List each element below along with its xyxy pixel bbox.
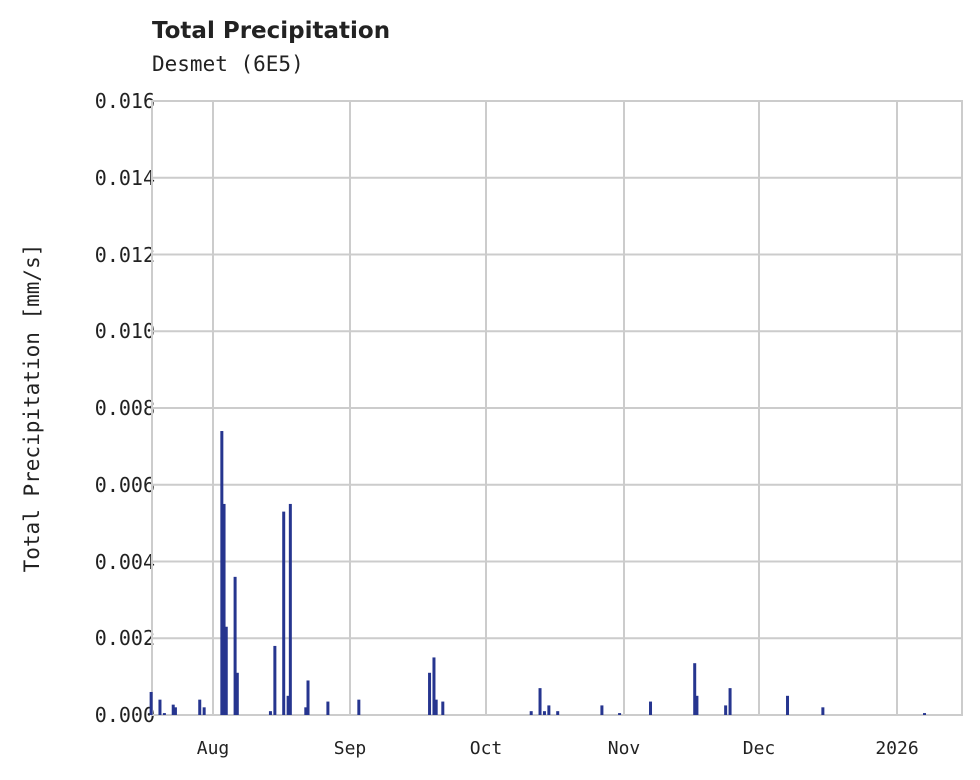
precip-bar [618, 713, 622, 715]
precip-bar [304, 707, 308, 715]
precip-bar [173, 707, 177, 715]
precip-bar [286, 695, 290, 715]
precip-bar [695, 695, 699, 715]
precip-bar [441, 701, 445, 715]
precip-bar [728, 688, 732, 715]
y-tick-label: 0.010 [94, 319, 155, 344]
y-tick-label: 0.012 [94, 242, 155, 267]
chart-subtitle: Desmet (6E5) [152, 52, 304, 76]
precip-bar [162, 713, 166, 715]
precip-bar [268, 711, 272, 715]
precip-bar [202, 707, 206, 715]
x-tick-label: Nov [607, 738, 641, 759]
y-tick-label: 0.016 [94, 89, 155, 113]
precip-bar [233, 576, 237, 715]
precip-bar [224, 626, 228, 715]
precip-bar [171, 704, 175, 715]
precip-bar [149, 691, 153, 715]
precip-bar [649, 701, 653, 715]
precip-bar [288, 503, 292, 715]
precip-bar [786, 695, 790, 715]
precip-bar [538, 688, 542, 715]
y-tick-label: 0.000 [94, 703, 155, 727]
precip-bar [693, 663, 697, 715]
precip-bar [220, 431, 224, 715]
precip-bar [222, 503, 226, 715]
x-tick-label: 2026 [875, 738, 919, 759]
precip-bar [428, 672, 432, 715]
x-tick-label: Dec [742, 738, 776, 759]
precip-bar [235, 672, 239, 715]
precip-bar [600, 705, 604, 715]
precip-bar [724, 705, 728, 715]
precip-bar [529, 711, 533, 715]
precip-bar [273, 645, 277, 715]
y-tick-label: 0.002 [94, 626, 155, 651]
precip-bar [326, 701, 330, 715]
x-tick-label: Sep [333, 738, 367, 759]
y-tick-label: 0.006 [94, 472, 155, 497]
x-tick-label: Aug [196, 738, 230, 759]
x-tick-label: Oct [469, 738, 503, 759]
y-tick-label: 0.004 [94, 549, 155, 574]
precip-bar [432, 657, 436, 715]
y-tick-label: 0.008 [94, 396, 155, 420]
precip-bar [434, 699, 438, 715]
precip-bar [282, 511, 286, 715]
precip-bar [923, 713, 927, 715]
chart-title: Total Precipitation [152, 18, 391, 44]
precip-bar [198, 699, 202, 715]
precip-bar [821, 707, 825, 715]
precip-bar [357, 699, 361, 715]
precip-bar [306, 680, 310, 715]
y-tick-label: 0.014 [94, 165, 155, 190]
precip-bar [542, 711, 546, 715]
precip-bar [158, 699, 162, 715]
precip-bar [547, 705, 551, 715]
precip-bar [556, 711, 560, 715]
